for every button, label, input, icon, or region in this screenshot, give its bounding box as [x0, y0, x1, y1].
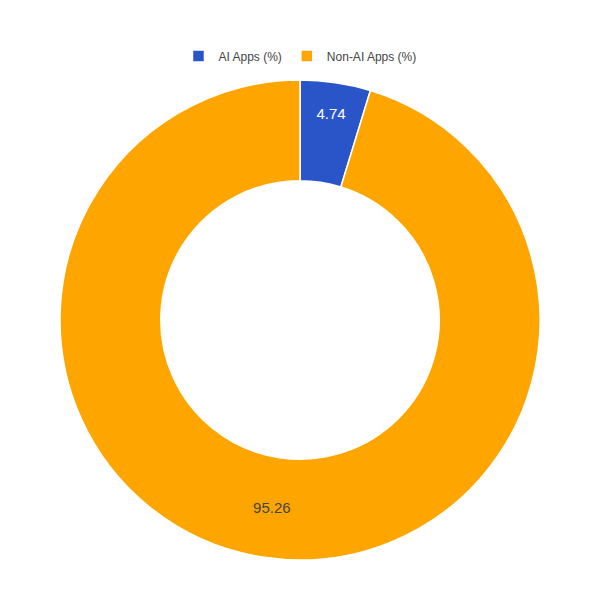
svg-text:AI Apps (%): AI Apps (%) — [219, 50, 282, 64]
svg-text:4.74: 4.74 — [316, 105, 345, 122]
svg-text:Non-AI Apps (%): Non-AI Apps (%) — [327, 50, 416, 64]
svg-text:95.26: 95.26 — [253, 499, 291, 516]
